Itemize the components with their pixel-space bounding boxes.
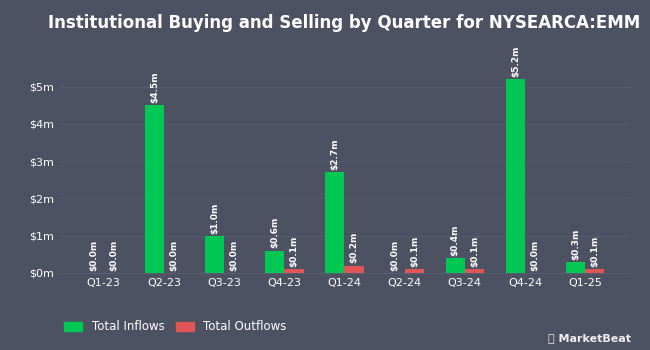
Text: $0.0m: $0.0m — [229, 239, 239, 271]
Legend: Total Inflows, Total Outflows: Total Inflows, Total Outflows — [64, 321, 287, 334]
Text: $0.0m: $0.0m — [109, 239, 118, 271]
Text: $0.0m: $0.0m — [530, 239, 540, 271]
Bar — [325, 173, 344, 273]
Text: $0.2m: $0.2m — [350, 232, 359, 263]
Text: $5.2m: $5.2m — [511, 46, 520, 77]
Text: $0.1m: $0.1m — [470, 236, 479, 267]
Bar — [205, 236, 224, 273]
Bar — [265, 251, 284, 273]
Text: $1.0m: $1.0m — [210, 202, 219, 233]
Text: $0.1m: $0.1m — [289, 236, 298, 267]
Bar — [145, 105, 164, 273]
Text: $0.1m: $0.1m — [410, 236, 419, 267]
Text: $0.0m: $0.0m — [391, 239, 400, 271]
Bar — [506, 79, 525, 273]
Bar — [465, 269, 484, 273]
Bar — [405, 269, 424, 273]
Text: $0.0m: $0.0m — [169, 239, 178, 271]
Bar — [585, 269, 604, 273]
Text: $2.7m: $2.7m — [330, 139, 339, 170]
Text: $4.5m: $4.5m — [150, 71, 159, 103]
Title: Institutional Buying and Selling by Quarter for NYSEARCA:EMM: Institutional Buying and Selling by Quar… — [48, 14, 641, 32]
Text: $0.3m: $0.3m — [571, 228, 580, 260]
Text: $0.1m: $0.1m — [590, 236, 599, 267]
Bar — [566, 262, 585, 273]
Text: ⫿ MarketBeat: ⫿ MarketBeat — [547, 333, 630, 343]
Bar — [446, 258, 465, 273]
Text: $0.6m: $0.6m — [270, 217, 280, 248]
Text: $0.4m: $0.4m — [450, 224, 460, 256]
Bar — [344, 266, 364, 273]
Bar — [284, 269, 304, 273]
Text: $0.0m: $0.0m — [90, 239, 99, 271]
